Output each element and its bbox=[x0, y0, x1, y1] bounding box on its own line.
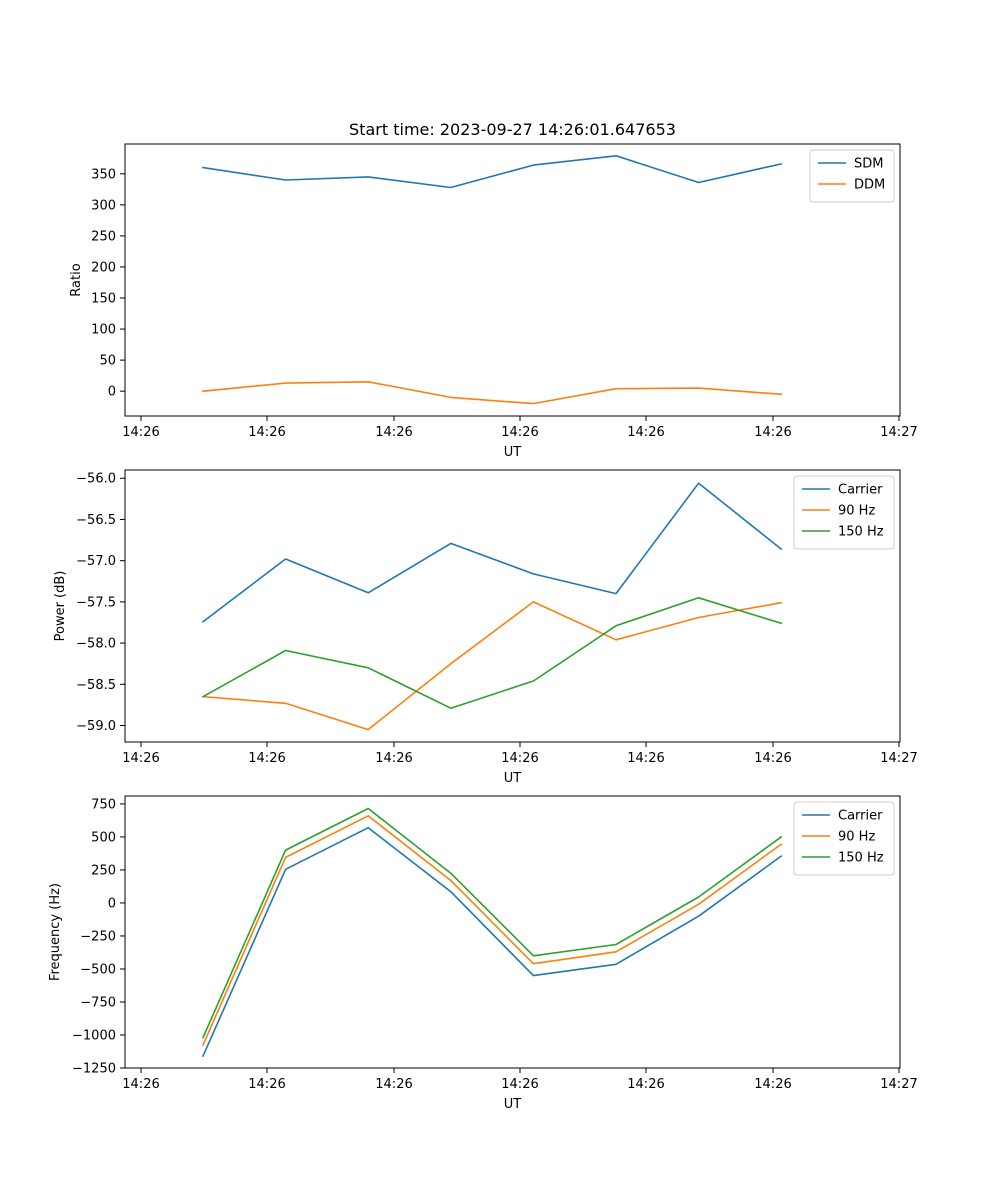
y-tick-label: −1250 bbox=[72, 1062, 116, 1077]
y-tick-label: −57.5 bbox=[76, 595, 116, 610]
x-tick-label: 14:26 bbox=[375, 1077, 412, 1092]
y-axis-label: Power (dB) bbox=[53, 571, 68, 642]
series-line-90-hz bbox=[201, 814, 783, 1046]
x-tick-label: 14:26 bbox=[627, 425, 664, 440]
y-tick-label: −1000 bbox=[72, 1028, 116, 1043]
y-tick-label: −59.0 bbox=[76, 719, 116, 734]
series-line-ddm bbox=[202, 380, 783, 405]
chart-panel-1: Start time: 2023-09-27 14:26:01.647653 14… bbox=[69, 120, 918, 460]
y-tick-label: 100 bbox=[91, 323, 116, 338]
y-axis-label: Ratio bbox=[69, 263, 84, 296]
legend: Carrier 90 Hz 150 Hz bbox=[793, 475, 895, 550]
y-axis-label: Frequency (Hz) bbox=[48, 883, 63, 981]
legend-label: 90 Hz bbox=[838, 504, 875, 519]
x-tick-label: 14:26 bbox=[375, 425, 412, 440]
series-line-150-hz bbox=[201, 807, 783, 1039]
chart-panel-2: 14:26 14:26 14:26 14:26 14:26 14:26 14:27 UT −59… bbox=[53, 469, 918, 786]
x-tick-label: 14:26 bbox=[375, 751, 412, 766]
x-tick-label: 14:26 bbox=[501, 751, 538, 766]
x-tick-label: 14:27 bbox=[880, 425, 917, 440]
legend-label: 150 Hz bbox=[838, 851, 884, 866]
x-axis-label: UT bbox=[504, 445, 522, 460]
series-line-150-hz bbox=[201, 596, 783, 710]
x-tick-label: 14:26 bbox=[248, 751, 285, 766]
y-tick-label: 350 bbox=[91, 167, 116, 182]
series-line-sdm bbox=[202, 155, 783, 189]
legend-label: 90 Hz bbox=[838, 830, 875, 845]
y-tick-label: −56.5 bbox=[76, 513, 116, 528]
plot-area-frame bbox=[124, 143, 901, 417]
y-tick-label: 0 bbox=[108, 896, 116, 911]
x-axis-label: UT bbox=[504, 1097, 522, 1112]
series-line-carrier bbox=[201, 826, 783, 1058]
plot-area-frame bbox=[124, 795, 901, 1069]
x-tick-label: 14:26 bbox=[122, 1077, 159, 1092]
y-tick-label: 150 bbox=[91, 292, 116, 307]
legend-label: SDM bbox=[854, 157, 883, 172]
x-tick-label: 14:26 bbox=[627, 1077, 664, 1092]
legend: SDM DDM bbox=[809, 149, 895, 203]
x-axis-label: UT bbox=[504, 771, 522, 786]
legend-label: Carrier bbox=[838, 809, 883, 824]
chart-panel-3: 14:26 14:26 14:26 14:26 14:26 14:26 14:27 UT −12… bbox=[48, 795, 918, 1112]
y-tick-label: 300 bbox=[91, 198, 116, 213]
legend-label: 150 Hz bbox=[838, 525, 884, 540]
chart-title: Start time: 2023-09-27 14:26:01.647653 bbox=[349, 120, 676, 139]
y-tick-label: 50 bbox=[99, 354, 116, 369]
y-tick-label: 250 bbox=[91, 863, 116, 878]
series-line-90-hz bbox=[202, 601, 783, 731]
x-tick-label: 14:26 bbox=[501, 1077, 538, 1092]
y-tick-label: 750 bbox=[91, 797, 116, 812]
y-tick-label: 200 bbox=[91, 260, 116, 275]
plot-area-frame bbox=[124, 469, 901, 743]
y-tick-label: −58.5 bbox=[76, 678, 116, 693]
x-tick-label: 14:26 bbox=[122, 425, 159, 440]
y-tick-label: 250 bbox=[91, 229, 116, 244]
x-tick-label: 14:26 bbox=[501, 425, 538, 440]
x-tick-label: 14:26 bbox=[122, 751, 159, 766]
x-tick-label: 14:26 bbox=[248, 425, 285, 440]
y-tick-label: 0 bbox=[108, 385, 116, 400]
x-tick-label: 14:26 bbox=[248, 1077, 285, 1092]
y-tick-label: −58.0 bbox=[76, 637, 116, 652]
series-line-carrier bbox=[201, 482, 783, 623]
legend-label: DDM bbox=[854, 178, 885, 193]
x-tick-label: 14:27 bbox=[880, 751, 917, 766]
x-tick-label: 14:26 bbox=[754, 751, 791, 766]
x-tick-label: 14:26 bbox=[627, 751, 664, 766]
x-tick-label: 14:26 bbox=[754, 425, 791, 440]
legend: Carrier 90 Hz 150 Hz bbox=[793, 801, 895, 876]
x-tick-label: 14:27 bbox=[880, 1077, 917, 1092]
y-tick-label: −57.0 bbox=[76, 554, 116, 569]
y-tick-label: −56.0 bbox=[76, 472, 116, 487]
y-tick-label: −500 bbox=[80, 962, 116, 977]
y-tick-label: −750 bbox=[80, 995, 116, 1010]
legend-label: Carrier bbox=[838, 483, 883, 498]
x-tick-label: 14:26 bbox=[754, 1077, 791, 1092]
y-tick-label: −250 bbox=[80, 929, 116, 944]
y-tick-label: 500 bbox=[91, 830, 116, 845]
